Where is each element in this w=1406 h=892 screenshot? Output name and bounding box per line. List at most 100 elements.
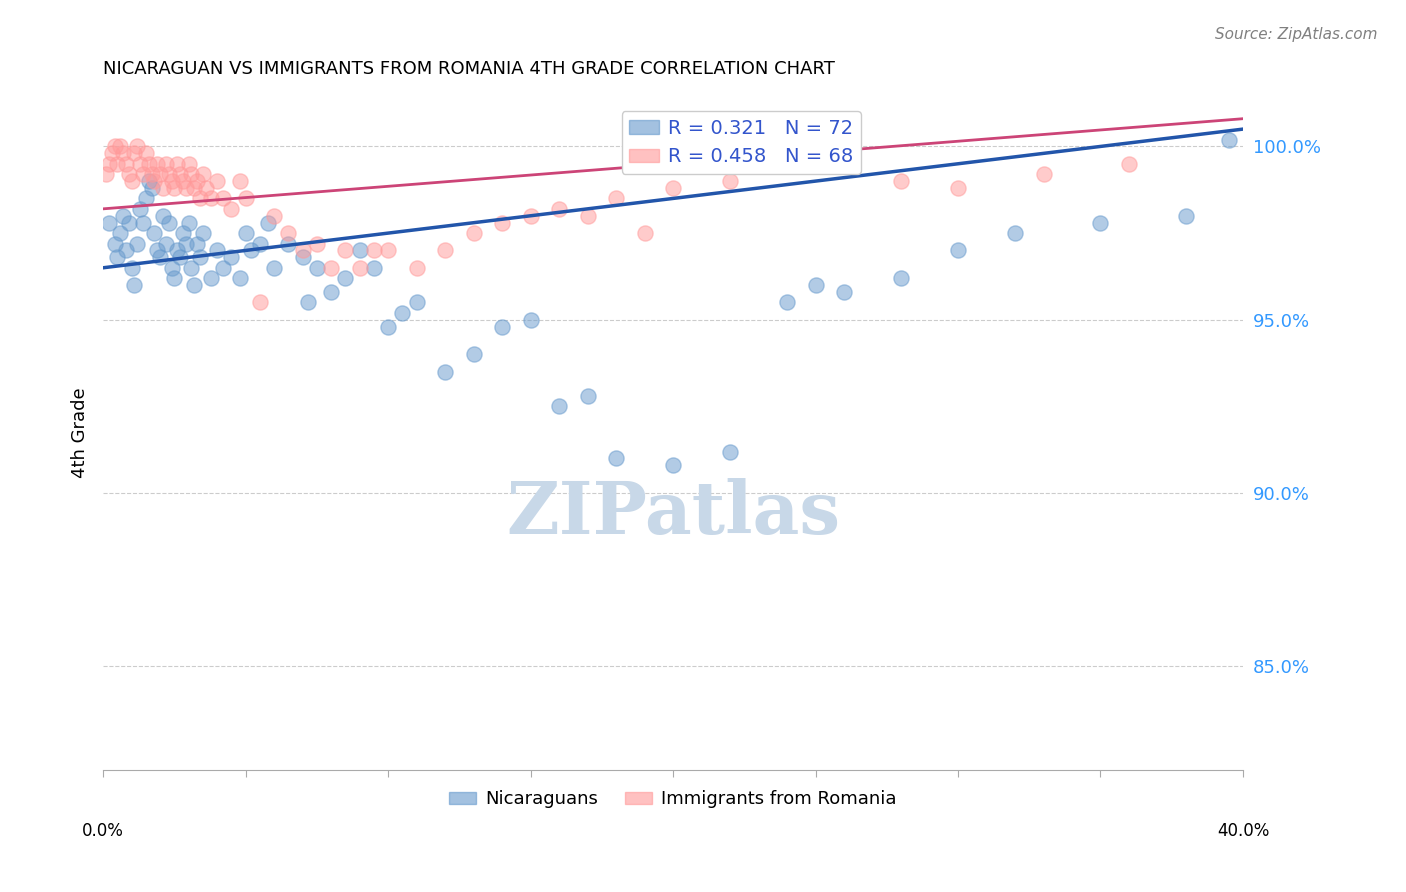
Point	[305, 260, 328, 275]
Point	[319, 260, 342, 275]
Point	[349, 244, 371, 258]
Point	[946, 244, 969, 258]
Point	[804, 157, 827, 171]
Point	[129, 202, 152, 216]
Point	[277, 226, 299, 240]
Point	[205, 244, 228, 258]
Y-axis label: 4th Grade: 4th Grade	[72, 387, 89, 478]
Point	[97, 216, 120, 230]
Point	[349, 260, 371, 275]
Point	[229, 174, 252, 188]
Point	[249, 236, 271, 251]
Point	[163, 271, 186, 285]
Text: ZIPatlas: ZIPatlas	[506, 478, 841, 549]
Point	[155, 157, 177, 171]
Point	[138, 157, 160, 171]
Point	[519, 313, 541, 327]
Point	[166, 244, 188, 258]
Point	[491, 319, 513, 334]
Point	[335, 271, 357, 285]
Point	[297, 295, 319, 310]
Point	[157, 216, 180, 230]
Point	[662, 458, 685, 473]
Point	[146, 157, 169, 171]
Point	[110, 226, 132, 240]
Point	[132, 216, 155, 230]
Point	[169, 251, 191, 265]
Point	[135, 146, 157, 161]
Point	[110, 139, 132, 153]
Point	[141, 167, 163, 181]
Point	[118, 167, 141, 181]
Point	[434, 365, 457, 379]
Point	[257, 216, 280, 230]
Point	[576, 389, 599, 403]
Point	[363, 260, 385, 275]
Point	[463, 347, 485, 361]
Text: 40.0%: 40.0%	[1216, 822, 1270, 840]
Point	[149, 251, 172, 265]
Point	[160, 260, 183, 275]
Point	[263, 209, 285, 223]
Point	[305, 236, 328, 251]
Point	[169, 167, 191, 181]
Point	[249, 295, 271, 310]
Point	[115, 244, 138, 258]
Point	[377, 319, 399, 334]
Point	[115, 157, 138, 171]
Point	[291, 244, 314, 258]
Point	[263, 260, 285, 275]
Point	[832, 285, 855, 299]
Point	[277, 236, 299, 251]
Point	[172, 174, 194, 188]
Point	[221, 202, 243, 216]
Point	[291, 251, 314, 265]
Point	[186, 236, 208, 251]
Point	[363, 244, 385, 258]
Legend: Nicaraguans, Immigrants from Romania: Nicaraguans, Immigrants from Romania	[441, 783, 904, 815]
Point	[391, 306, 413, 320]
Point	[105, 157, 128, 171]
Point	[177, 157, 200, 171]
Point	[200, 191, 222, 205]
Point	[1118, 157, 1140, 171]
Point	[141, 181, 163, 195]
Point	[127, 236, 149, 251]
Point	[105, 251, 128, 265]
Point	[157, 167, 180, 181]
Point	[319, 285, 342, 299]
Point	[718, 444, 741, 458]
Point	[191, 167, 214, 181]
Point	[124, 278, 146, 293]
Point	[194, 181, 217, 195]
Point	[112, 209, 135, 223]
Point	[718, 174, 741, 188]
Point	[166, 157, 188, 171]
Point	[211, 191, 233, 205]
Point	[135, 191, 157, 205]
Text: 0.0%: 0.0%	[82, 822, 124, 840]
Point	[94, 167, 117, 181]
Point	[1004, 226, 1026, 240]
Point	[211, 260, 233, 275]
Point	[405, 260, 427, 275]
Point	[152, 209, 174, 223]
Text: Source: ZipAtlas.com: Source: ZipAtlas.com	[1215, 27, 1378, 42]
Point	[177, 216, 200, 230]
Point	[1175, 209, 1198, 223]
Point	[118, 216, 141, 230]
Point	[152, 181, 174, 195]
Point	[240, 244, 263, 258]
Point	[138, 174, 160, 188]
Point	[221, 251, 243, 265]
Point	[180, 167, 202, 181]
Point	[235, 191, 257, 205]
Point	[548, 202, 571, 216]
Point	[463, 226, 485, 240]
Point	[605, 451, 627, 466]
Point	[229, 271, 252, 285]
Point	[776, 295, 799, 310]
Point	[174, 181, 197, 195]
Point	[183, 278, 205, 293]
Point	[605, 191, 627, 205]
